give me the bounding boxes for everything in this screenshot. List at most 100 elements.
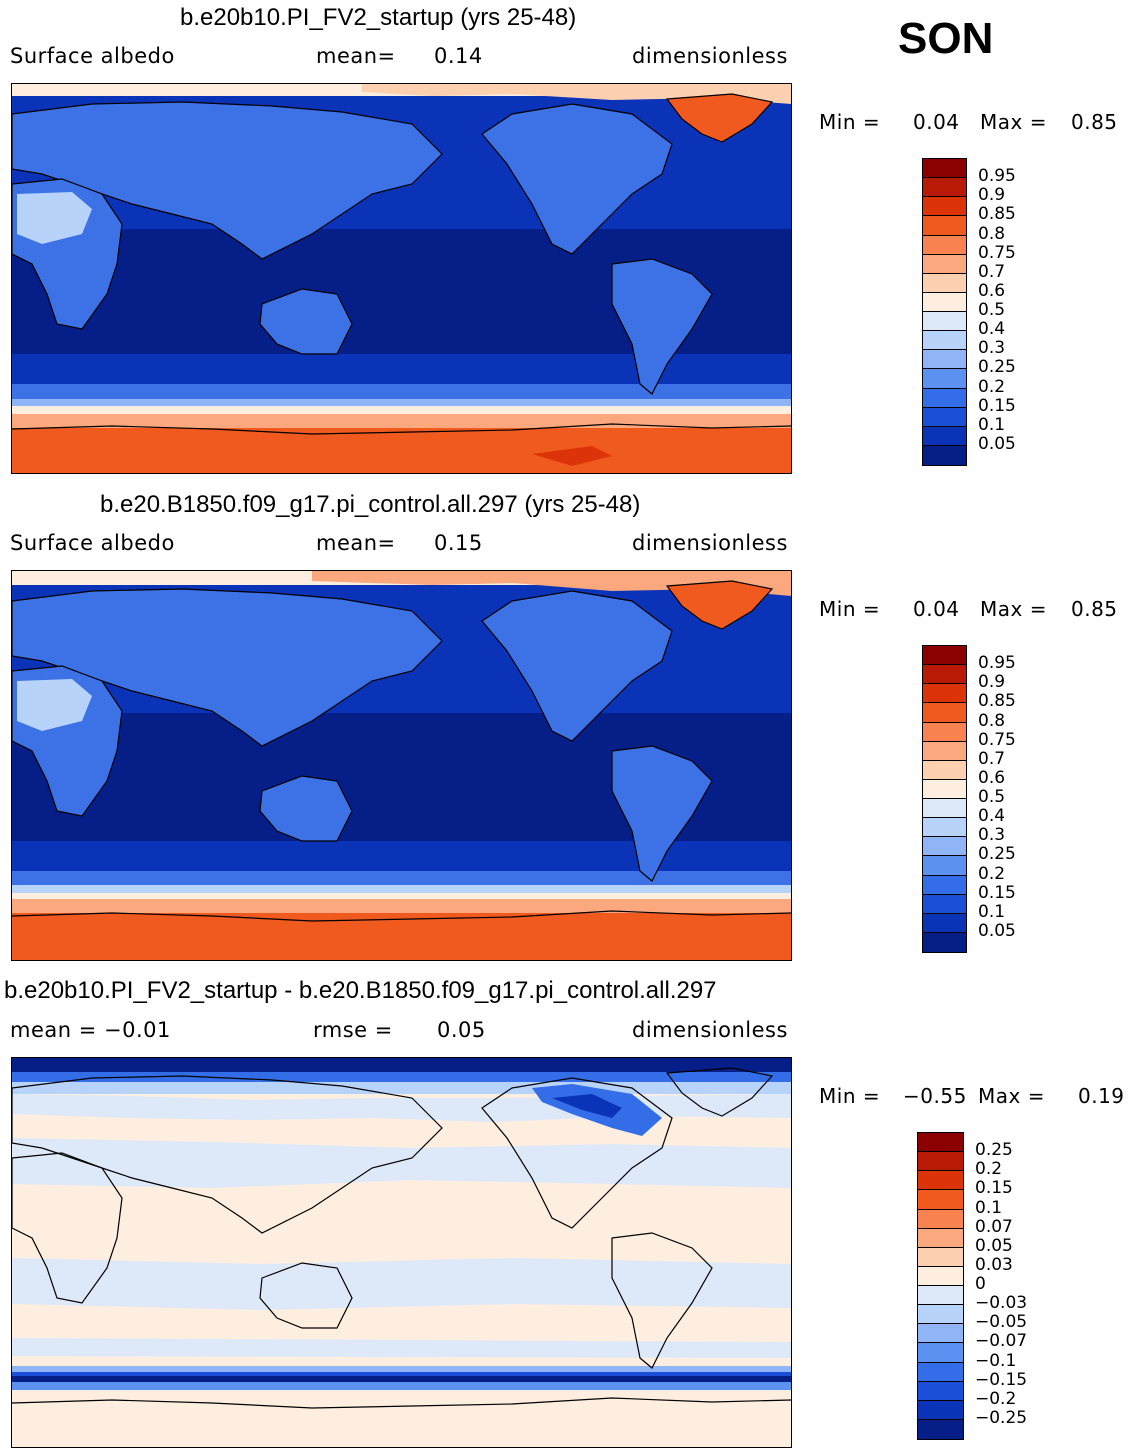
- colorbar-tick-label: −0.1: [975, 1350, 1017, 1371]
- colorbar-tick-label: 0.03: [975, 1254, 1013, 1275]
- colorbar-swatch: [923, 235, 966, 255]
- colorbar-tick-label: 0: [975, 1274, 986, 1294]
- colorbar-swatch: [923, 665, 966, 685]
- colorbar-tick-label: 0.2: [975, 1159, 1003, 1180]
- colorbar-swatch: [923, 703, 966, 723]
- colorbar-tick-label: 0.07: [975, 1216, 1013, 1237]
- panel3-rmse-label: rmse =: [313, 1018, 393, 1042]
- colorbar-tick-label: 0.4: [978, 806, 1006, 827]
- colorbar-swatch: [923, 894, 966, 914]
- colorbar-tick-label: 0.25: [978, 357, 1016, 378]
- colorbar-swatch: [918, 1171, 963, 1191]
- panel2-min-value: 0.04: [913, 597, 960, 621]
- colorbar-swatch: [923, 837, 966, 857]
- panel1-map: [11, 83, 792, 474]
- colorbar-tick-label: 0.6: [978, 280, 1006, 301]
- panel1-units: dimensionless: [632, 44, 788, 68]
- panel3-rmse-value: 0.05: [437, 1018, 486, 1042]
- colorbar-swatch: [923, 818, 966, 838]
- colorbar-tick-label: 0.3: [978, 338, 1006, 359]
- colorbar-tick-label: −0.07: [975, 1331, 1028, 1352]
- panel3-max-value: 0.19: [1078, 1084, 1125, 1108]
- colorbar-swatch: [918, 1419, 963, 1439]
- panel2-title: b.e20.B1850.f09_g17.pi_control.all.297 (…: [100, 491, 641, 518]
- colorbar-tick-label: 0.15: [975, 1178, 1013, 1199]
- colorbar-swatch: [923, 292, 966, 312]
- panel2-max-label: Max =: [980, 597, 1047, 621]
- colorbar-tick-label: 0.5: [978, 300, 1006, 320]
- colorbar-tick-label: 0.05: [978, 433, 1016, 454]
- colorbar-swatch: [923, 932, 966, 952]
- colorbar-tick-label: 0.1: [975, 1197, 1003, 1218]
- panel1-min-value: 0.04: [913, 110, 960, 134]
- colorbar-swatch: [923, 159, 966, 179]
- colorbar-swatch: [923, 445, 966, 465]
- colorbar-swatch: [923, 856, 966, 876]
- colorbar-tick-label: 0.4: [978, 319, 1006, 340]
- colorbar-swatch: [918, 1381, 963, 1401]
- season-label: SON: [898, 14, 994, 63]
- panel3-units: dimensionless: [632, 1018, 788, 1042]
- panel3-min-label: Min =: [819, 1084, 881, 1108]
- colorbar-tick-label: 0.2: [978, 376, 1006, 397]
- colorbar-tick-label: 0.5: [978, 787, 1006, 807]
- colorbar-tick-label: 0.25: [975, 1140, 1013, 1161]
- colorbar-swatch: [918, 1209, 963, 1229]
- colorbar-swatch: [923, 216, 966, 236]
- panel3-min-value: −0.55: [903, 1084, 967, 1108]
- colorbar-swatch: [923, 426, 966, 446]
- colorbar-tick-label: 0.3: [978, 825, 1006, 846]
- panel3-colorbar-labels: 0.25 0.2 0.15 0.1 0.07 0.05 0.03 0 −0.03 −0.05 −0.…: [975, 1132, 1045, 1438]
- colorbar-tick-label: 0.9: [978, 672, 1006, 693]
- panel2-mean-value: 0.15: [434, 531, 483, 555]
- colorbar-tick-label: 0.2: [978, 863, 1006, 884]
- colorbar-tick-label: 0.15: [978, 882, 1016, 903]
- colorbar-tick-label: 0.7: [978, 748, 1006, 769]
- panel2-mean-label: mean=: [316, 531, 396, 555]
- panel2-units: dimensionless: [632, 531, 788, 555]
- colorbar-tick-label: 0.85: [978, 691, 1016, 712]
- colorbar-tick-label: 0.05: [975, 1235, 1013, 1256]
- panel2-colorbar-labels: 0.95 0.9 0.85 0.8 0.75 0.7 0.6 0.5 0.4 0.3 0.25 0.2…: [978, 645, 1038, 951]
- colorbar-tick-label: −0.25: [975, 1407, 1028, 1428]
- panel1-mean-label: mean=: [316, 44, 396, 68]
- colorbar-tick-label: 0.1: [978, 901, 1006, 922]
- panel2-map: [11, 570, 792, 961]
- colorbar-tick-label: 0.15: [978, 395, 1016, 416]
- colorbar-swatch: [918, 1286, 963, 1306]
- colorbar-swatch: [923, 350, 966, 370]
- colorbar-tick-label: −0.2: [975, 1388, 1017, 1409]
- colorbar-tick-label: 0.8: [978, 223, 1006, 244]
- panel2-min-label: Min =: [819, 597, 881, 621]
- colorbar-swatch: [923, 369, 966, 389]
- colorbar-swatch: [923, 197, 966, 217]
- colorbar-swatch: [918, 1266, 963, 1286]
- panel3-map: [11, 1057, 792, 1448]
- colorbar-swatch: [923, 779, 966, 799]
- panel2-colorbar: [922, 645, 967, 953]
- panel3-title: b.e20b10.PI_FV2_startup - b.e20.B1850.f0…: [4, 977, 717, 1004]
- panel1-min-label: Min =: [819, 110, 881, 134]
- colorbar-swatch: [923, 331, 966, 351]
- panel1-colorbar: [922, 158, 967, 466]
- colorbar-swatch: [923, 913, 966, 933]
- colorbar-tick-label: 0.05: [978, 920, 1016, 941]
- colorbar-tick-label: −0.15: [975, 1369, 1028, 1390]
- colorbar-tick-label: 0.75: [978, 729, 1016, 750]
- colorbar-swatch: [918, 1190, 963, 1210]
- colorbar-tick-label: −0.05: [975, 1312, 1028, 1333]
- colorbar-swatch: [923, 407, 966, 427]
- panel3-colorbar: [917, 1132, 964, 1440]
- colorbar-swatch: [923, 254, 966, 274]
- colorbar-swatch: [923, 178, 966, 198]
- panel2-variable: Surface albedo: [10, 531, 175, 555]
- panel1-colorbar-labels: 0.95 0.9 0.85 0.8 0.75 0.7 0.6 0.5 0.4 0.3 0.25 0.2…: [978, 158, 1038, 464]
- colorbar-tick-label: 0.85: [978, 204, 1016, 225]
- colorbar-swatch: [918, 1152, 963, 1172]
- colorbar-swatch: [923, 273, 966, 293]
- colorbar-swatch: [918, 1305, 963, 1325]
- panel1-variable: Surface albedo: [10, 44, 175, 68]
- colorbar-swatch: [918, 1324, 963, 1344]
- panel2-max-value: 0.85: [1071, 597, 1118, 621]
- colorbar-swatch: [923, 760, 966, 780]
